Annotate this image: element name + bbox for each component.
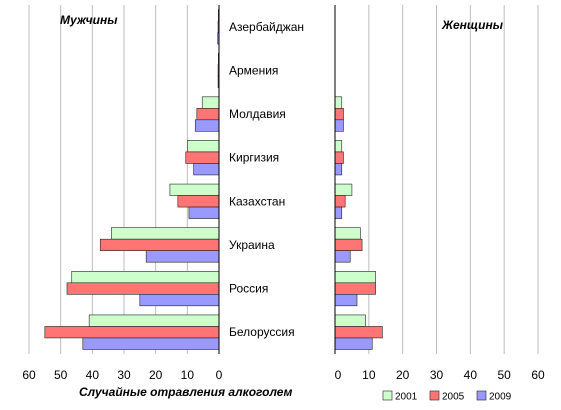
left-x-tick-label: 10 [181,368,195,382]
bar-men-2009 [188,206,220,219]
bar-women-2009 [334,119,344,132]
category-label: Киргизия [229,151,279,165]
labels-layer: Азербайджан Армения Молдавия Киргизия Казахс… [22,20,545,382]
bar-men-2009 [139,294,220,307]
category-label: Россия [229,282,268,296]
bar-women-2005 [334,195,346,208]
right-x-tick-label: 10 [362,368,376,382]
right-x-tick-label: 20 [396,368,410,382]
bar-men-2001 [71,271,220,284]
left-x-tick-label: 50 [54,368,68,382]
bar-women-2001 [334,96,343,109]
bar-men-2009 [194,119,220,132]
bar-women-2009 [334,206,343,219]
bar-women-2001 [334,271,376,284]
bar-men-2005 [44,326,220,339]
legend-label: 2001 [395,392,418,403]
category-label: Белоруссия [229,325,295,339]
right-x-tick-label: 40 [464,368,478,382]
right-x-tick-label: 60 [531,368,545,382]
left-x-tick-label: 30 [117,368,131,382]
category-label: Казахстан [229,194,285,208]
right-panel-title: Женщины [441,18,504,32]
bar-men-2005 [185,151,220,164]
right-panel-grid [368,5,539,354]
left-x-tick-label: 40 [86,368,100,382]
bar-men-2005 [177,195,220,208]
bar-men-2001 [169,183,220,196]
right-x-tick-label: 0 [335,368,342,382]
legend: 2001 2005 2009 [382,390,512,403]
bar-women-2009 [334,250,351,263]
left-x-tick-label: 20 [149,368,163,382]
bar-women-2001 [334,314,366,327]
bar-women-2001 [334,140,343,153]
bar-men-2001 [201,96,220,109]
left-x-tick-label: 60 [22,368,36,382]
legend-label: 2009 [489,392,512,403]
bar-men-2009 [193,163,220,176]
category-label: Украина [229,238,275,252]
bar-women-2005 [334,238,363,251]
bar-women-2009 [334,337,373,350]
bar-men-2005 [99,238,220,251]
bar-women-2009 [334,294,358,307]
right-x-tick-label: 50 [497,368,511,382]
bar-men-2001 [111,227,220,240]
bar-men-2005 [66,282,220,295]
legend-swatch-2009 [476,390,487,401]
bars-layer [44,9,383,350]
category-label: Молдавия [229,107,286,121]
legend-label: 2005 [442,392,465,403]
bar-women-2009 [334,163,343,176]
bar-women-2005 [334,151,344,164]
bar-men-2001 [88,314,220,327]
bar-women-2001 [334,227,361,240]
category-label: Азербайджан [229,20,304,34]
category-label: Армения [229,63,278,77]
bar-men-2009 [145,250,220,263]
left-x-tick-label: 0 [216,368,223,382]
bar-men-2001 [187,140,220,153]
legend-swatch-2001 [382,390,393,401]
bar-women-2001 [334,183,353,196]
bar-women-2005 [334,326,383,339]
legend-swatch-2005 [429,390,440,401]
bar-men-2005 [196,108,220,121]
x-axis-caption: Случайные отравления алкоголем [79,385,292,399]
right-x-tick-label: 30 [430,368,444,382]
bar-women-2005 [334,108,344,121]
bar-men-2009 [82,337,220,350]
left-panel-title: Мужчины [60,13,118,27]
axes-layer [218,5,336,354]
bar-women-2005 [334,282,376,295]
